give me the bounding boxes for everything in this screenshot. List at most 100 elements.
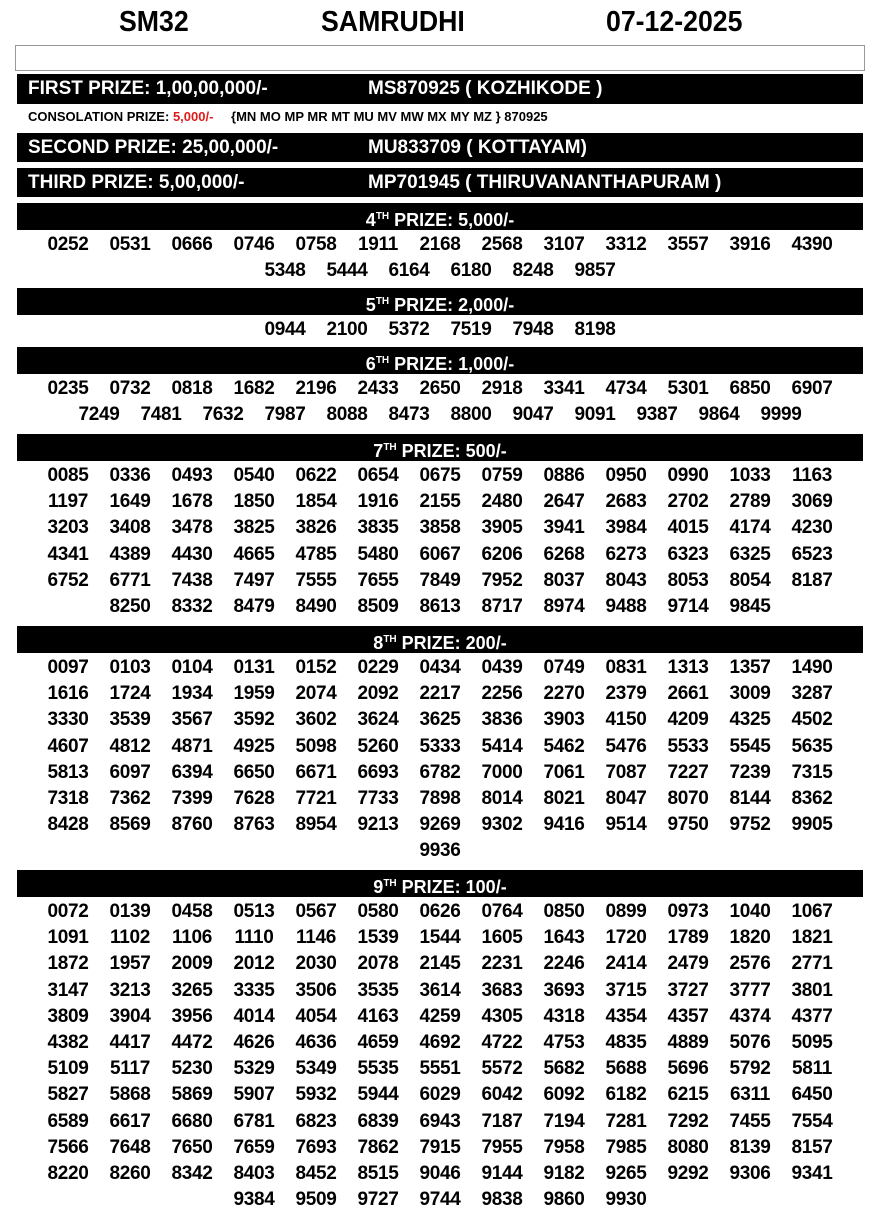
winning-number: 0749 (543, 657, 585, 678)
winning-number: 9864 (698, 404, 740, 426)
winning-number: 7659 (233, 1136, 275, 1158)
winning-number: 9488 (605, 596, 647, 618)
winning-number: 6752 (47, 569, 89, 591)
winning-number: 8080 (667, 1136, 709, 1158)
winning-number: 8954 (295, 814, 337, 836)
winning-number: 7721 (295, 788, 337, 810)
winning-number: 9341 (791, 1163, 833, 1185)
winning-number: 7733 (357, 788, 399, 810)
winning-number: 3341 (543, 378, 585, 399)
winning-number: 2217 (419, 683, 461, 705)
winning-number: 7249 (78, 404, 120, 426)
winning-number: 3213 (109, 979, 151, 1001)
winning-number: 7000 (481, 761, 523, 783)
winning-number: 0229 (357, 657, 399, 678)
winning-number: 6617 (109, 1110, 151, 1132)
winning-number: 5635 (791, 735, 833, 757)
winning-number: 2256 (481, 683, 523, 705)
winning-number: 8800 (450, 404, 492, 426)
winning-numbers: 0944 2100 5372 7519 7948 8198 (37, 317, 843, 343)
winning-number: 1649 (109, 491, 151, 513)
winning-number: 3715 (605, 979, 647, 1001)
winning-number: 0439 (481, 657, 523, 678)
winning-number: 0759 (481, 465, 523, 486)
winning-number: 8613 (419, 596, 461, 618)
prize-ordinal: 8 (373, 633, 384, 653)
winning-number: 3557 (667, 234, 709, 255)
winning-number: 2480 (481, 491, 523, 513)
winning-number: 5551 (419, 1058, 461, 1080)
winning-number: 1163 (791, 465, 833, 486)
winning-number: 7849 (419, 569, 461, 591)
winning-number: 8473 (388, 404, 430, 426)
winning-number: 8428 (47, 814, 89, 836)
second-prize-bar: SECOND PRIZE: 25,00,000/- MU833709 ( KOT… (17, 133, 863, 162)
winning-number: 8220 (47, 1163, 89, 1185)
winning-number: 0899 (605, 901, 647, 922)
winning-number: 8248 (512, 260, 554, 282)
winning-number: 3826 (295, 517, 337, 539)
winning-number: 4325 (729, 709, 771, 731)
prize-section-5: 5TH PRIZE: 2,000/- 0944 2100 5372 7519 7948 81… (17, 288, 863, 343)
first-prize-winner: MS870925 ( KOZHIKODE ) (368, 78, 603, 99)
prize-title: 4TH PRIZE: 5,000/- (17, 203, 863, 230)
winning-number: 7628 (233, 788, 275, 810)
winning-number: 0950 (605, 465, 647, 486)
winning-number: 8362 (791, 788, 833, 810)
winning-number: 9905 (791, 814, 833, 836)
winning-number: 2771 (791, 953, 833, 975)
winning-number: 3624 (357, 709, 399, 731)
second-prize-label: SECOND PRIZE: 25,00,000/- (28, 136, 279, 158)
winning-number: 4835 (605, 1032, 647, 1054)
winning-number: 9292 (667, 1163, 709, 1185)
winning-number: 8088 (326, 404, 368, 426)
winning-number: 8054 (729, 569, 771, 591)
winning-number: 8021 (543, 788, 585, 810)
winning-number: 0085 (47, 465, 89, 486)
winning-number: 7519 (450, 319, 492, 340)
winning-number: 4305 (481, 1005, 523, 1027)
winning-number: 1934 (171, 683, 213, 705)
winning-number: 8157 (791, 1136, 833, 1158)
winning-number: 6067 (419, 543, 461, 565)
winning-number: 3567 (171, 709, 213, 731)
winning-number: 9213 (357, 814, 399, 836)
winning-number: 7987 (264, 404, 306, 426)
winning-number: 4230 (791, 517, 833, 539)
winning-number: 8047 (605, 788, 647, 810)
winning-number: 2433 (357, 378, 399, 399)
winning-number: 8043 (605, 569, 647, 591)
winning-number: 3335 (233, 979, 275, 1001)
winning-number: 8139 (729, 1136, 771, 1158)
winning-number: 3941 (543, 517, 585, 539)
winning-number: 7438 (171, 569, 213, 591)
winning-number: 3809 (47, 1005, 89, 1027)
winning-number: 9265 (605, 1163, 647, 1185)
winning-number: 5944 (357, 1084, 399, 1106)
winning-number: 0513 (233, 901, 275, 922)
winning-number: 0336 (109, 465, 151, 486)
winning-number: 8187 (791, 569, 833, 591)
winning-number: 7566 (47, 1136, 89, 1158)
prize-section-4: 4TH PRIZE: 5,000/- 0252 0531 0666 0746 0758 19… (17, 203, 863, 284)
winning-number: 8332 (171, 596, 213, 618)
winning-number: 7061 (543, 761, 585, 783)
winning-number: 3984 (605, 517, 647, 539)
winning-number: 0944 (264, 319, 306, 340)
winning-number: 2379 (605, 683, 647, 705)
winning-number: 2155 (419, 491, 461, 513)
winning-number: 8763 (233, 814, 275, 836)
winning-number: 1616 (47, 683, 89, 705)
winning-number: 9744 (419, 1189, 461, 1211)
winning-numbers: 0072 0139 0458 0513 0567 0580 0626 0764 0850 0899… (37, 899, 843, 1213)
winning-number: 1544 (419, 927, 461, 949)
winning-number: 8070 (667, 788, 709, 810)
winning-number: 2074 (295, 683, 337, 705)
prize-ordinal: 5 (365, 295, 376, 315)
winning-number: 3069 (791, 491, 833, 513)
winning-number: 9416 (543, 814, 585, 836)
winning-number: 6693 (357, 761, 399, 783)
winning-number: 6450 (791, 1084, 833, 1106)
prize-amount: PRIZE: 100/- (396, 877, 507, 897)
winning-number: 1091 (47, 927, 89, 949)
